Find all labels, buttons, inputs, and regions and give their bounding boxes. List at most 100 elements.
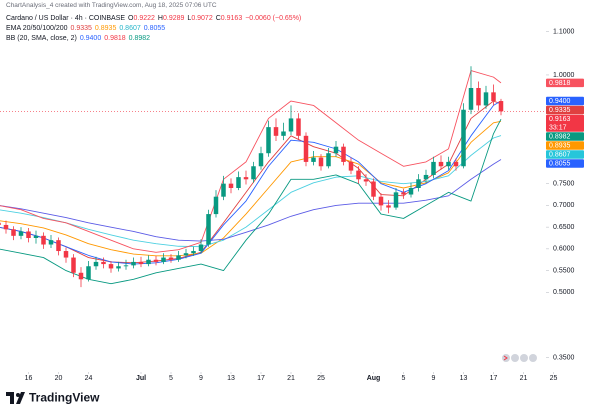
indicator-line <box>0 100 502 264</box>
candle-body <box>71 257 76 273</box>
ohlc-key: H <box>157 15 163 22</box>
candle-body <box>116 266 121 269</box>
candle-body <box>108 264 114 269</box>
candle-body <box>183 253 189 256</box>
candle-body <box>33 235 39 238</box>
symbol: Cardano / US Dollar · 4h · COINBASE <box>6 15 126 22</box>
candle-body <box>123 265 129 267</box>
price-tag-label: 0.9335 <box>549 107 571 114</box>
candle-body <box>423 174 429 180</box>
logo-mark <box>16 393 20 397</box>
price-tag-label: 0.9163 <box>549 116 571 123</box>
plot-area <box>0 66 545 288</box>
icon <box>520 354 528 362</box>
candle-body <box>273 127 279 136</box>
x-tick-label: 17 <box>257 375 265 382</box>
price-tag <box>546 105 584 115</box>
candle-body <box>101 261 106 265</box>
candle-body <box>146 259 151 265</box>
price-tag-label: 0.9818 <box>549 80 571 87</box>
x-tick-label: 25 <box>317 375 325 382</box>
y-tick-label: 0.7500 <box>553 180 575 187</box>
countdown: 33:17 <box>549 124 567 131</box>
x-tick-label: 9 <box>432 375 436 382</box>
candle-body <box>161 257 166 262</box>
candle-body <box>341 146 346 162</box>
price-tag <box>546 114 584 132</box>
x-tick-label: 5 <box>169 375 173 382</box>
candle-body <box>446 161 451 167</box>
icon-glyph <box>503 355 508 361</box>
candle-body <box>378 196 384 206</box>
ohlc-key: O <box>128 15 134 22</box>
candle-body <box>431 161 436 175</box>
candle-body <box>138 261 144 265</box>
candle-body <box>296 118 301 136</box>
candle-body <box>86 266 91 280</box>
candle-body <box>131 261 136 266</box>
candle-body <box>416 179 421 188</box>
indicator-value: 0.9335 <box>70 25 92 32</box>
price-tag <box>546 141 584 150</box>
x-tick-label: 16 <box>25 375 33 382</box>
candle-body <box>236 177 241 188</box>
ohlc-key: C <box>215 15 221 22</box>
candle-body <box>41 235 46 245</box>
icon <box>529 354 537 362</box>
candle-body <box>453 161 459 167</box>
x-tick-label: 13 <box>460 375 468 382</box>
symbol-legend: Cardano / US Dollar · 4h · COINBASE O0.92… <box>6 14 304 23</box>
candle-body <box>348 161 354 171</box>
price-tag <box>546 132 584 141</box>
candle-body <box>48 240 54 245</box>
x-tick-label: 21 <box>520 375 528 382</box>
toolbar-icons <box>502 354 537 362</box>
indicator-value: 0.8055 <box>143 25 166 32</box>
candle-body <box>251 166 256 180</box>
candle-body <box>213 196 219 215</box>
x-tick-label: 24 <box>85 375 93 382</box>
ohlc-value: 0.9222 <box>133 15 155 22</box>
candle-body <box>206 214 211 245</box>
candle-body <box>78 272 84 280</box>
candle-body <box>11 229 16 236</box>
candle-body <box>18 231 24 236</box>
candle-body <box>401 192 406 195</box>
price-tag <box>546 150 584 159</box>
candle-body <box>26 231 31 238</box>
axes: 1.1000 1.0000 0.7500 0.7000 0.6500 0.6000 0.55… <box>25 28 584 382</box>
y-tick-label: 1.1000 <box>553 28 575 35</box>
candle-body <box>258 153 264 167</box>
indicator-value: 0.8935 <box>94 25 117 32</box>
price-tag-label: 0.8607 <box>549 152 571 159</box>
candle-body <box>198 244 204 252</box>
candle-body <box>168 257 174 260</box>
indicator-line <box>0 100 502 265</box>
candle-body <box>63 251 69 258</box>
candle-body <box>303 135 309 162</box>
candle-body <box>318 157 324 167</box>
candle-body <box>288 118 294 132</box>
price-tag-label: 0.8055 <box>549 161 571 168</box>
logo-mark <box>16 392 25 404</box>
change: −0.0060 (−0.65%) <box>245 15 302 22</box>
candle-body <box>356 170 361 180</box>
x-tick-label: 25 <box>550 375 558 382</box>
candle-body <box>483 92 489 106</box>
x-tick-label: 21 <box>287 375 295 382</box>
x-tick-label: 9 <box>199 375 203 382</box>
indicator-name: BB (20, SMA, close, 2) <box>6 35 77 42</box>
candle-body <box>363 179 369 182</box>
x-tick-label: 17 <box>490 375 498 382</box>
x-tick-label: Jul <box>136 375 146 382</box>
indicator-name: EMA 20/50/100/200 <box>6 25 68 32</box>
price-tag-label: 0.8982 <box>549 134 571 141</box>
candle-body <box>243 177 249 180</box>
y-tick-label: 0.3500 <box>553 354 575 361</box>
candle-body <box>281 131 286 136</box>
candle-body <box>386 205 391 208</box>
candle-body <box>93 261 99 267</box>
candle-body <box>438 161 444 167</box>
